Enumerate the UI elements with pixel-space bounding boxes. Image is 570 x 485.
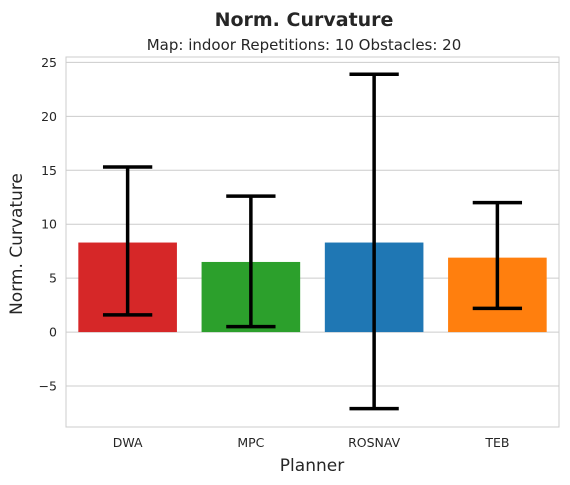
x-tick-label: ROSNAV — [348, 435, 401, 450]
y-axis-label: Norm. Curvature — [7, 173, 27, 315]
x-tick-labels: DWA MPC ROSNAV TEB — [113, 435, 510, 450]
x-tick-label: DWA — [113, 435, 143, 450]
y-tick-labels: −5 0 5 10 15 20 25 — [39, 55, 57, 394]
y-tick-label: 10 — [41, 217, 57, 232]
y-tick-label: −5 — [39, 379, 57, 394]
x-axis-label: Planner — [280, 456, 344, 476]
y-tick-label: 15 — [41, 163, 57, 178]
y-tick-label: 0 — [49, 325, 57, 340]
plot-frame — [65, 56, 560, 428]
y-tick-label: 5 — [49, 271, 57, 286]
y-tick-label: 25 — [41, 55, 57, 70]
x-tick-label: MPC — [237, 435, 264, 450]
x-tick-label: TEB — [484, 435, 509, 450]
y-tick-label: 20 — [41, 109, 57, 124]
chart-title: Norm. Curvature — [215, 9, 394, 31]
error-bars — [102, 72, 523, 411]
chart-subtitle: Map: indoor Repetitions: 10 Obstacles: 2… — [147, 36, 462, 54]
